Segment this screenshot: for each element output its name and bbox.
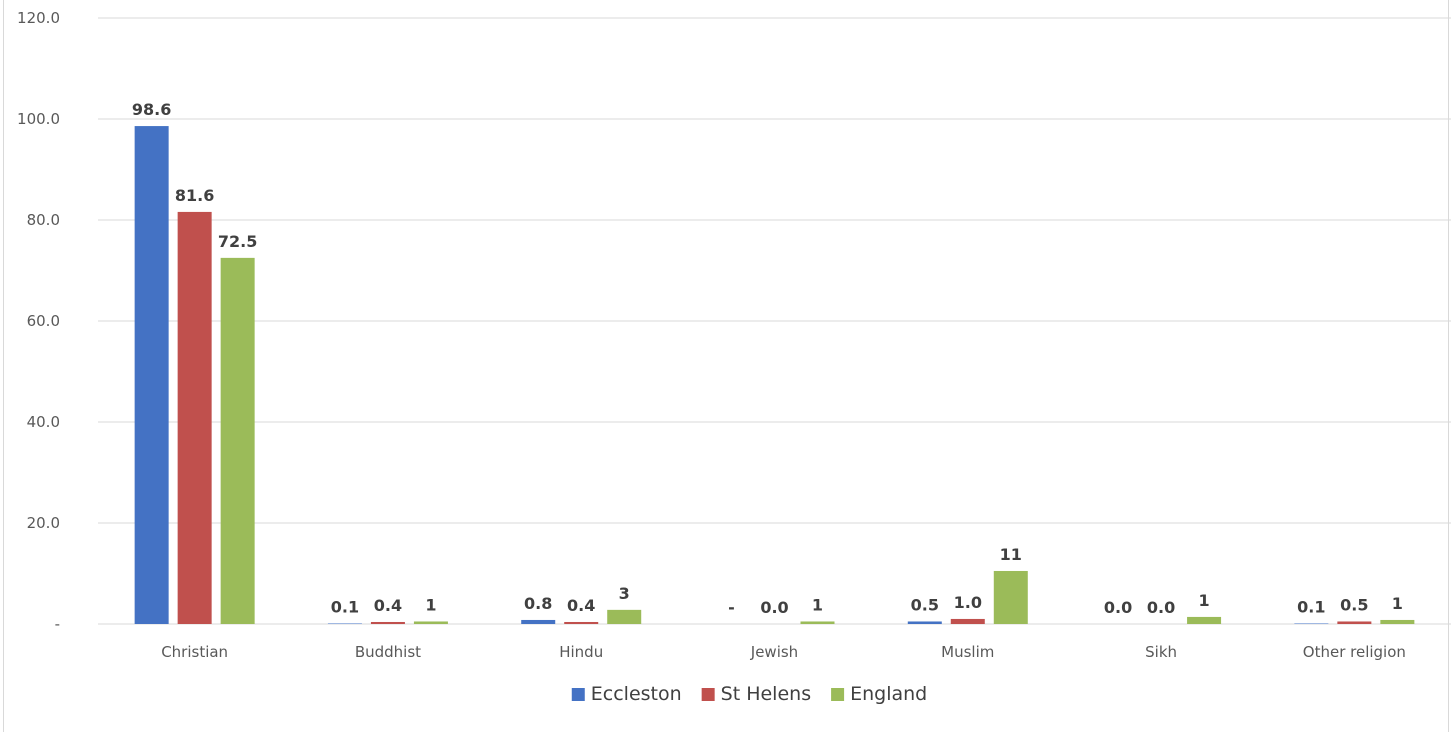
data-labels: 98.681.672.50.1 0.4 1 0.8 0.43- 0.0 1 0.5 1.0110… (132, 100, 1403, 617)
data-label: 0.5 (911, 595, 939, 614)
legend-swatch (831, 688, 845, 701)
y-tick-label: 60.0 (27, 312, 60, 330)
bar-england-jewish (800, 621, 835, 624)
bar-england-buddhist (413, 621, 448, 624)
bar-eccleston-buddhist (327, 623, 362, 624)
x-tick-label: Hindu (559, 643, 603, 661)
data-label: 0.1 (331, 597, 359, 616)
y-tick-label: 20.0 (27, 514, 60, 532)
data-label: 72.5 (218, 232, 257, 251)
bar-eccleston-hindu (521, 619, 556, 624)
data-label: 1 (1392, 594, 1403, 613)
bar-england-other-religion (1380, 619, 1415, 624)
chart-area (3, 0, 1449, 732)
data-label: 0.0 (1147, 598, 1175, 617)
gridlines (98, 17, 1451, 625)
bar-england-muslim (993, 570, 1028, 624)
bar-st-helens-other-religion (1337, 621, 1372, 624)
x-tick-label: Jewish (750, 643, 798, 661)
x-tick-label: Muslim (941, 643, 994, 661)
x-tick-label: Buddhist (355, 643, 421, 661)
data-label: 1 (425, 595, 436, 614)
x-tick-label: Other religion (1303, 643, 1406, 661)
bar-eccleston-christian (134, 126, 169, 624)
bar-st-helens-hindu (564, 621, 599, 624)
legend-label: St Helens (721, 683, 811, 705)
legend-label: Eccleston (591, 683, 682, 705)
data-label: 0.4 (567, 596, 595, 615)
legend-swatch (701, 688, 715, 701)
bar-england-christian (220, 257, 255, 624)
bar-england-sikh (1187, 616, 1222, 624)
data-label: 0.1 (1297, 597, 1325, 616)
data-label: 0.0 (760, 598, 788, 617)
legend-swatch (571, 688, 585, 701)
x-tick-label: Sikh (1145, 643, 1177, 661)
y-tick-label: - (55, 615, 60, 633)
data-label: 1.0 (954, 593, 982, 612)
data-label: - (728, 598, 735, 617)
data-label: 0.0 (1104, 598, 1132, 617)
legend-label: England (850, 683, 927, 705)
bar-eccleston-muslim (907, 621, 942, 624)
data-label: 1 (812, 595, 823, 614)
data-label: 0.5 (1340, 595, 1368, 614)
y-axis-labels: - 20.0 40.0 60.0 80.0 100.0 120.0 (17, 9, 60, 633)
y-tick-label: 80.0 (27, 211, 60, 229)
data-label: 81.6 (175, 186, 214, 205)
legend: Eccleston St Helens England (571, 683, 927, 705)
bar-st-helens-buddhist (370, 621, 405, 624)
y-tick-label: 100.0 (17, 110, 60, 128)
data-label: 1 (1199, 591, 1210, 610)
bars (134, 126, 1415, 625)
x-axis-labels: Christian Buddhist Hindu Jewish Muslim Sikh Ot… (161, 643, 1406, 661)
bar-st-helens-christian (177, 211, 212, 625)
y-tick-label: 120.0 (17, 9, 60, 27)
data-label: 0.8 (524, 594, 552, 613)
bar-england-hindu (607, 609, 642, 624)
data-label: 98.6 (132, 100, 171, 119)
x-tick-label: Christian (161, 643, 228, 661)
bar-eccleston-other-religion (1294, 623, 1329, 624)
data-label: 11 (1000, 545, 1022, 564)
data-label: 0.4 (374, 596, 402, 615)
y-tick-label: 40.0 (27, 413, 60, 431)
bar-st-helens-muslim (950, 618, 985, 624)
data-label: 3 (619, 584, 630, 603)
